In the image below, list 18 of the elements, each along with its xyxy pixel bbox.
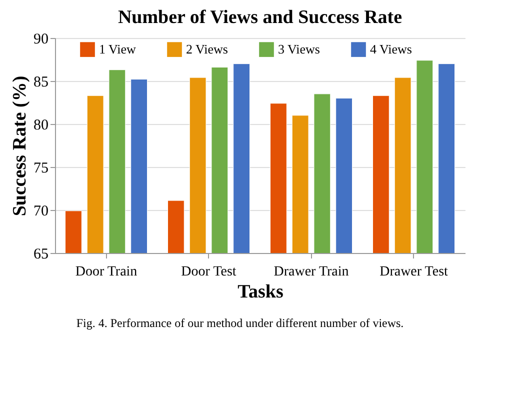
- x-tick-label: Drawer Train: [274, 264, 349, 280]
- y-tick-label: 75: [34, 160, 48, 176]
- x-axis-title: Tasks: [238, 282, 284, 302]
- caption: Fig. 4. Performance of our method under different number of views.: [76, 316, 404, 330]
- legend-label: 1 View: [99, 42, 137, 57]
- chart-title: Number of Views and Success Rate: [118, 7, 402, 28]
- x-tick-label: Door Train: [75, 264, 138, 280]
- y-tick-label: 80: [34, 118, 48, 134]
- y-tick-label: 90: [34, 32, 48, 48]
- y-tick-label: 65: [34, 246, 48, 262]
- legend-label: 4 Views: [370, 42, 412, 57]
- legend-label: 3 Views: [278, 42, 320, 57]
- y-axis-title: Success Rate (%): [10, 76, 30, 216]
- legend-label: 2 Views: [186, 42, 228, 57]
- x-tick-label: Door Test: [181, 264, 236, 280]
- x-tick-label: Drawer Test: [380, 264, 448, 280]
- y-tick-label: 85: [34, 74, 48, 90]
- y-tick-label: 70: [34, 204, 48, 220]
